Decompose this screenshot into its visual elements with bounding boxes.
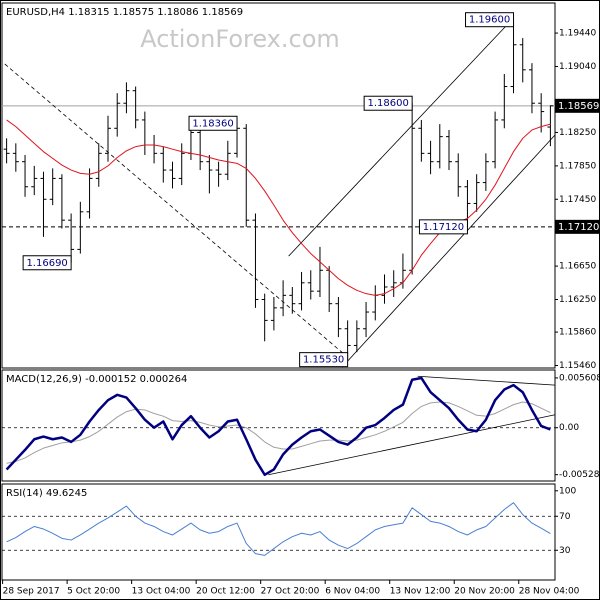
panel-border [1, 2, 556, 369]
annotation-box [465, 12, 515, 28]
y-tick-label: 1.19440 [559, 29, 596, 39]
annotation-label: 1.16690 [26, 258, 67, 269]
y-tick-label: 1.16650 [559, 262, 596, 272]
y-tick-label: 1.15860 [559, 328, 596, 338]
annotation-box [418, 219, 468, 235]
y-tick-label: 1.18250 [559, 128, 596, 138]
y-tick-label: 1.17850 [559, 161, 596, 171]
annotation-label: 1.18360 [192, 118, 233, 129]
x-tick-label: 20 Nov 20:00 [454, 587, 515, 597]
panel-title: RSI(14) 49.6245 [6, 488, 87, 499]
y-tick-label: 1.19040 [559, 62, 596, 72]
x-tick-label: 28 Sep 2017 [3, 587, 60, 597]
x-tick-label: 27 Oct 20:00 [261, 587, 320, 597]
x-tick-label: 13 Nov 12:00 [390, 587, 451, 597]
y-tick-label: 0.005608 [559, 373, 600, 383]
trendline [417, 375, 556, 386]
panel-title: MACD(12,26,9) -0.000152 0.000264 [6, 374, 187, 385]
y-tick-label: 100 [559, 486, 576, 496]
panel-title: EURUSD,H4 1.18315 1.18575 1.18086 1.1856… [6, 7, 243, 18]
annotation-label: 1.15530 [303, 355, 344, 366]
trendline [341, 134, 556, 368]
annotation-box [363, 95, 413, 111]
trendline [268, 414, 556, 476]
series-line [6, 401, 551, 464]
x-tick-label: 5 Oct 20:00 [67, 587, 120, 597]
annotation-label: 1.19600 [469, 15, 510, 26]
annotation-box [188, 115, 238, 131]
level-box [555, 219, 599, 234]
x-tick-label: 28 Nov 04:00 [519, 587, 580, 597]
y-tick-label: 70 [559, 512, 571, 522]
y-tick-label: 1.17450 [559, 195, 596, 205]
annotation-box [299, 352, 349, 368]
panel-border [1, 369, 556, 482]
annotation-label: 1.18600 [367, 98, 408, 109]
y-tick-label: -0.005289 [559, 470, 600, 480]
watermark: ActionForex.com [140, 25, 340, 53]
annotation-box [22, 255, 72, 271]
panel-border [1, 483, 556, 581]
annotation-label: 1.17120 [423, 222, 464, 233]
x-tick-label: 6 Nov 04:00 [325, 587, 380, 597]
level-label: 1.18569 [558, 101, 599, 112]
y-tick-label: 1.15460 [559, 361, 596, 371]
level-label: 1.17120 [558, 222, 599, 233]
series-line [5, 376, 551, 477]
trendline [288, 17, 514, 257]
x-tick-label: 13 Oct 04:00 [132, 587, 191, 597]
y-tick-label: 1.16250 [559, 295, 596, 305]
y-tick-label: 0.00 [559, 423, 579, 433]
y-tick-label: 30 [559, 546, 571, 556]
trendline [4, 63, 348, 358]
series-line [6, 502, 551, 556]
level-box [555, 98, 599, 113]
x-tick-label: 20 Oct 12:00 [196, 587, 255, 597]
